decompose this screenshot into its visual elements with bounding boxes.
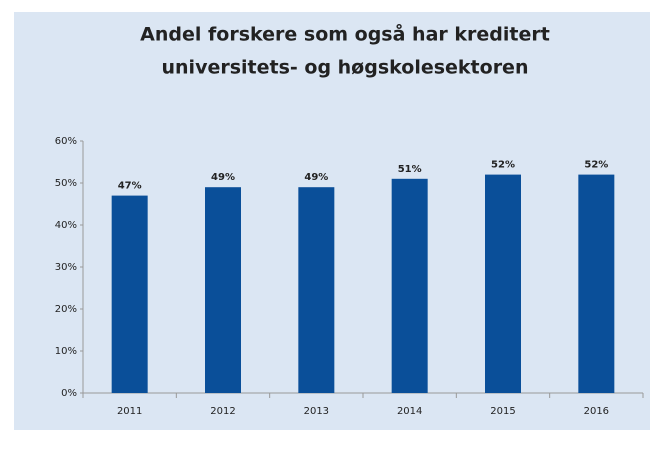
bar [111,195,148,393]
value-label: 52% [491,160,515,171]
y-tick-label: 0% [61,388,77,399]
chart-title: Andel forskere som også har kreditert [140,22,550,46]
value-label: 47% [118,181,142,192]
x-tick-label: 2016 [584,406,609,417]
value-label: 49% [304,172,328,183]
bar [578,174,615,393]
y-tick-label: 30% [55,262,77,273]
y-tick-label: 10% [55,346,77,357]
bar [485,174,521,393]
value-label: 49% [211,172,235,183]
x-tick-label: 2012 [210,406,235,417]
chart-title: universitets- og høgskolesektoren [162,57,529,79]
x-tick-label: 2015 [490,406,515,417]
bar [298,187,335,393]
bar [391,178,428,393]
x-tick-label: 2013 [304,406,329,417]
value-label: 51% [398,164,422,175]
x-tick-label: 2011 [117,406,142,417]
value-label: 52% [584,160,608,171]
x-tick-label: 2014 [397,406,422,417]
y-tick-label: 40% [55,220,77,231]
y-tick-label: 20% [55,304,77,315]
bar [205,187,241,393]
y-tick-label: 60% [55,136,77,147]
y-tick-label: 50% [55,178,77,189]
